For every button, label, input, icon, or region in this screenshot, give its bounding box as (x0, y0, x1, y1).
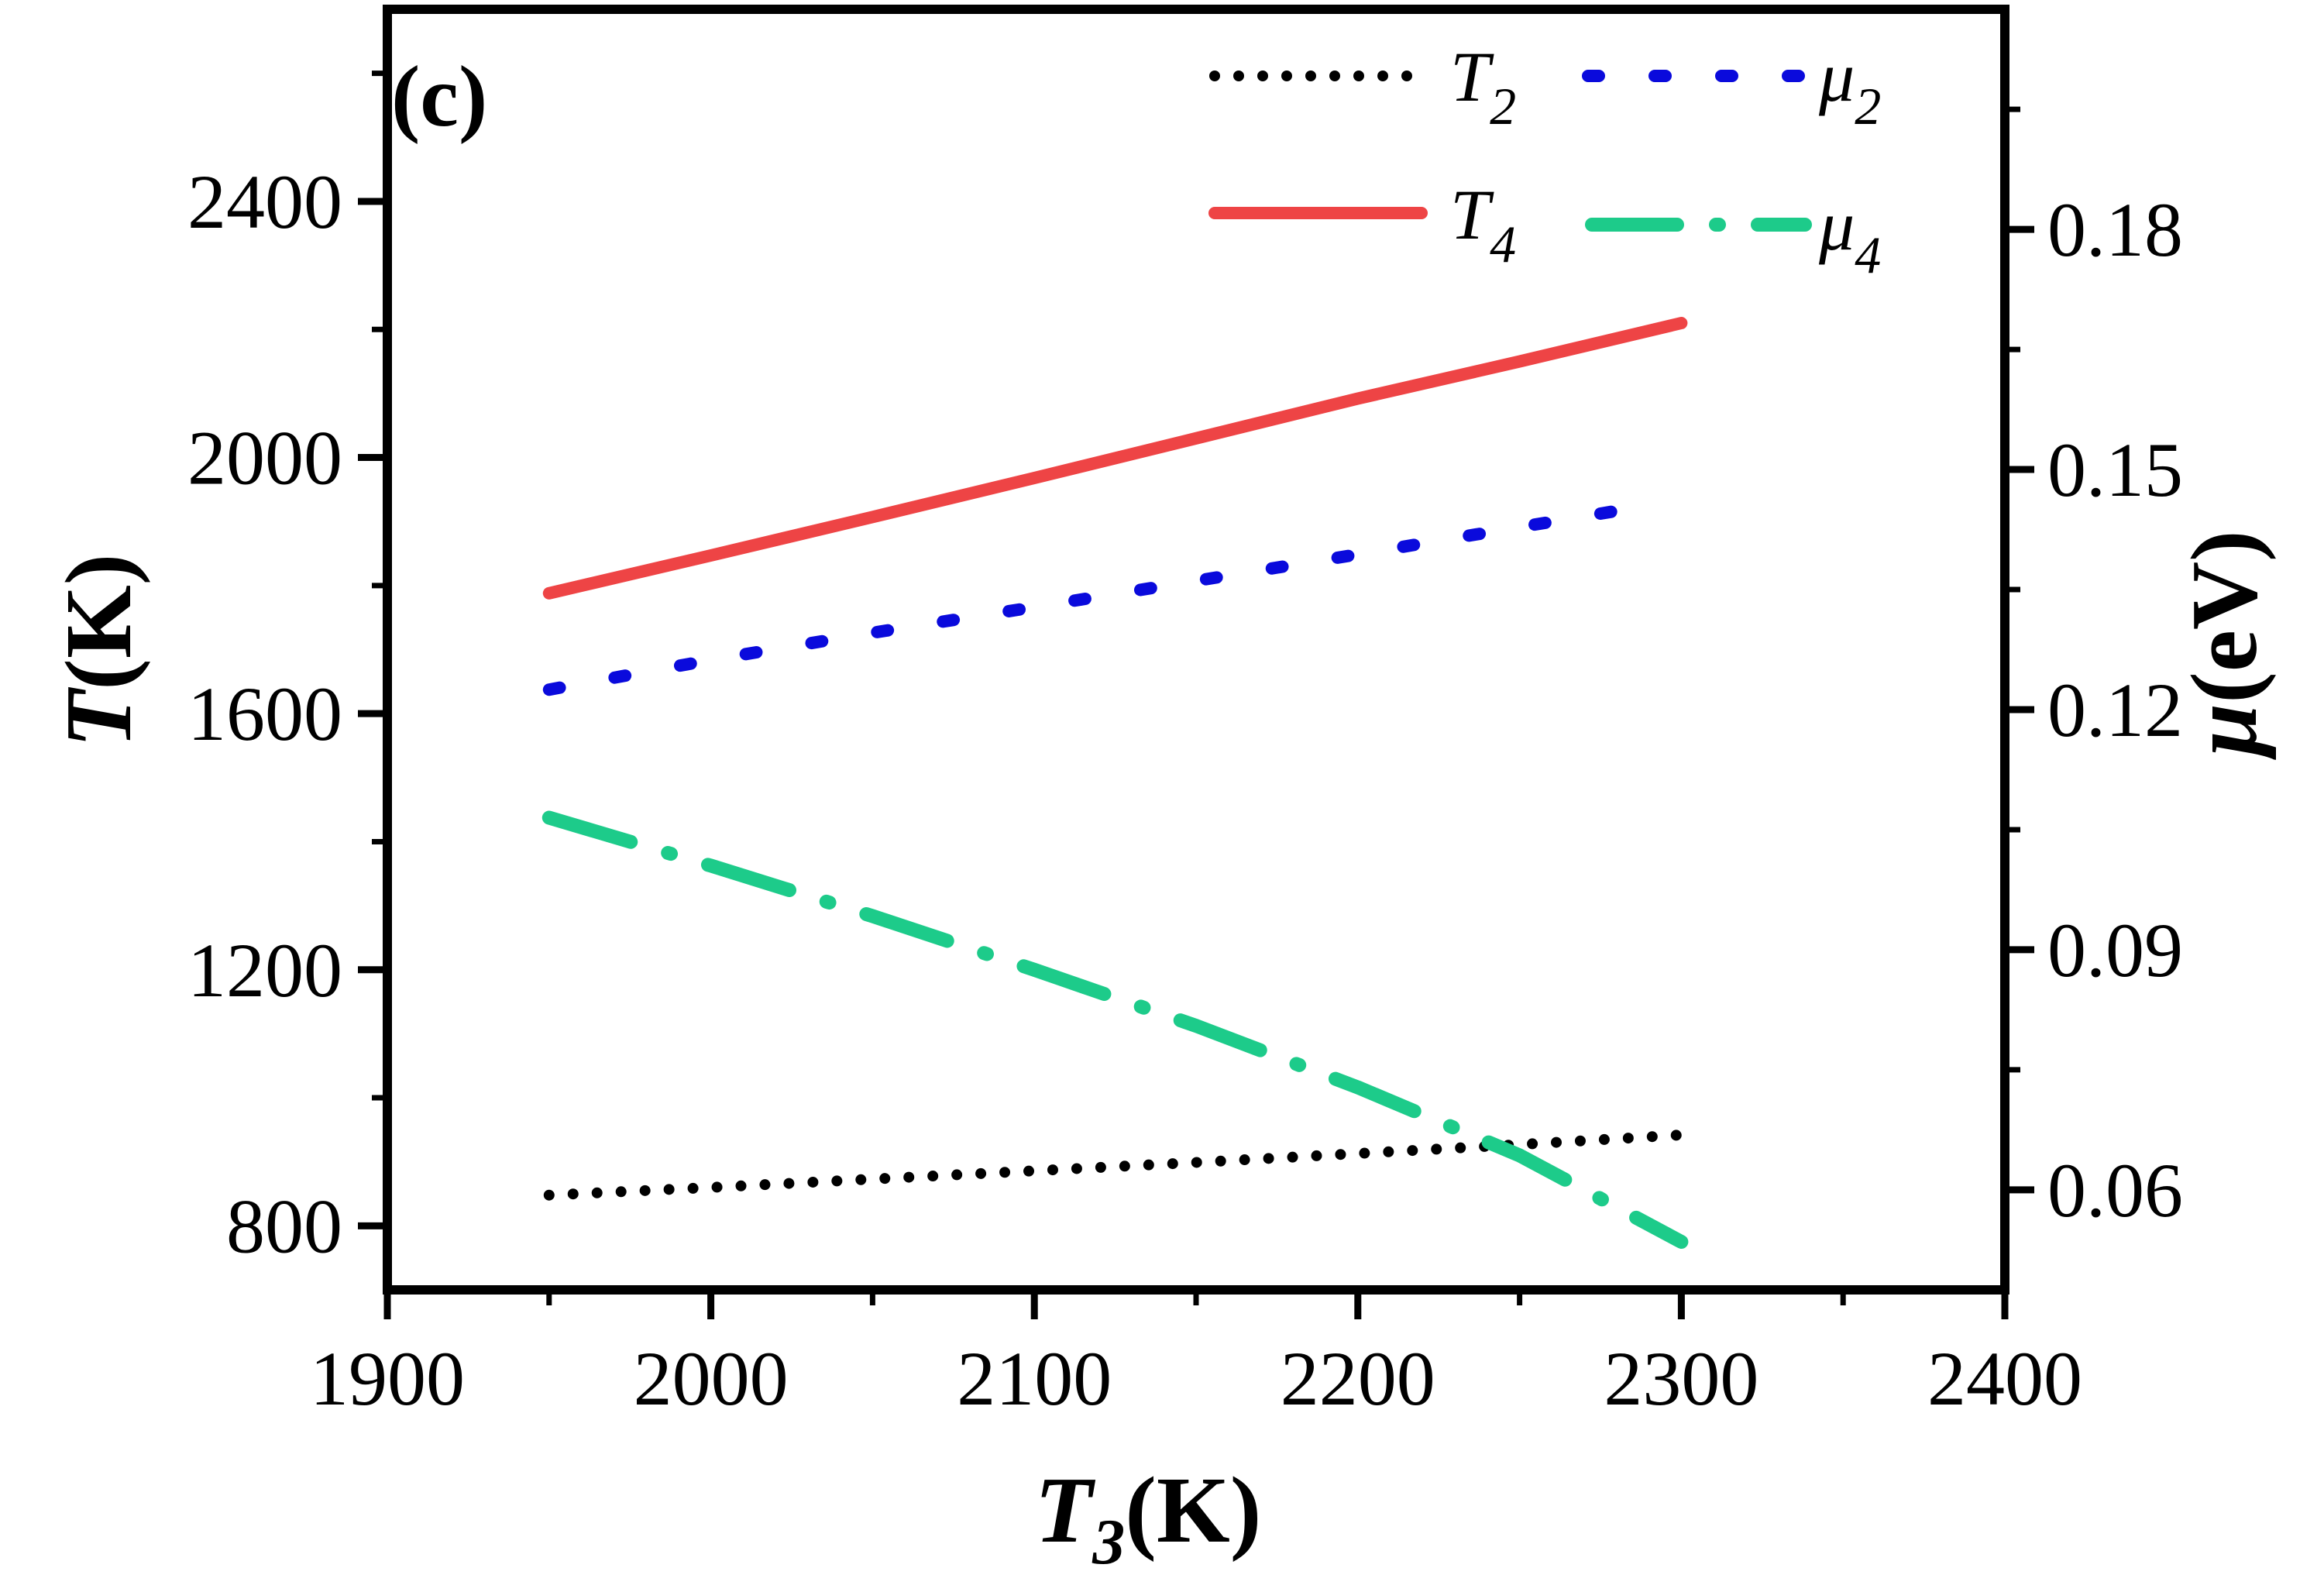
y-right-axis-title: μ(eV) (2172, 530, 2277, 760)
legend-label-mu2-sub: 2 (1855, 77, 1881, 136)
y-right-tick-label-3: 0.15 (2047, 427, 2183, 513)
x-axis-title-subscript: 3 (1092, 1506, 1125, 1578)
series-layer (541, 317, 1689, 1249)
y-left-tick-label-1200: 1200 (187, 927, 342, 1013)
series-line-mu4 (541, 810, 1689, 1249)
y-left-axis-title-unit: (K) (46, 554, 151, 690)
y-right-tick-label-1: 0.09 (2047, 907, 2183, 993)
legend-label-t2: T2 (1450, 37, 1516, 136)
axis-ticks-layer (358, 70, 2034, 1319)
y-left-tick-label-800: 800 (226, 1183, 342, 1269)
y-left-axis-title-main: T (46, 686, 151, 748)
y-right-tick-label-2: 0.12 (2047, 667, 2183, 753)
legend-label-mu2: μ2 (1818, 37, 1881, 136)
legend-label-t2-main: T (1450, 37, 1494, 116)
y-left-tick-label-2400: 2400 (187, 159, 342, 245)
series-line-mu2 (542, 499, 1655, 696)
x-tick-label-2100: 2100 (957, 1336, 1112, 1422)
y-left-tick-label-1600: 1600 (187, 671, 342, 757)
legend-label-mu4-main: μ (1818, 186, 1855, 265)
legend-label-t4: T4 (1450, 175, 1516, 273)
x-tick-label-2300: 2300 (1604, 1336, 1758, 1422)
y-left-tick-label-2000: 2000 (187, 415, 342, 501)
x-tick-label-2400: 2400 (1927, 1336, 2082, 1422)
x-axis-title-main: T (1035, 1458, 1096, 1563)
tick-labels-layer: 1900 2000 2100 2200 2300 2400 800 1200 1600 2000 2… (187, 159, 2183, 1422)
y-left-axis-title: T(K) (46, 554, 151, 748)
legend: T2 μ2 T4 μ4 (1208, 37, 1881, 284)
legend-label-t4-main: T (1450, 175, 1494, 254)
x-tick-label-2000: 2000 (634, 1336, 789, 1422)
legend-label-mu2-main: μ (1818, 37, 1855, 116)
legend-label-t2-sub: 2 (1490, 77, 1516, 136)
legend-label-t4-sub: 4 (1490, 215, 1516, 273)
panel-label: (c) (391, 49, 487, 145)
plot-frame (383, 5, 2009, 1295)
legend-label-mu4-sub: 4 (1855, 225, 1881, 284)
y-right-tick-label-0: 0.06 (2047, 1147, 2183, 1233)
x-axis-title: T3(K) (1035, 1458, 1262, 1578)
y-right-axis-title-unit: (eV) (2172, 530, 2277, 703)
legend-label-mu4: μ4 (1818, 186, 1881, 284)
x-tick-label-1900: 1900 (310, 1336, 465, 1422)
x-tick-label-2200: 2200 (1281, 1336, 1435, 1422)
series-line-t4 (542, 317, 1688, 600)
x-axis-title-unit: (K) (1125, 1458, 1261, 1563)
y-right-axis-title-main: μ (2172, 703, 2277, 761)
series-line-t2 (543, 1130, 1687, 1201)
y-right-tick-label-4: 0.18 (2047, 187, 2183, 273)
